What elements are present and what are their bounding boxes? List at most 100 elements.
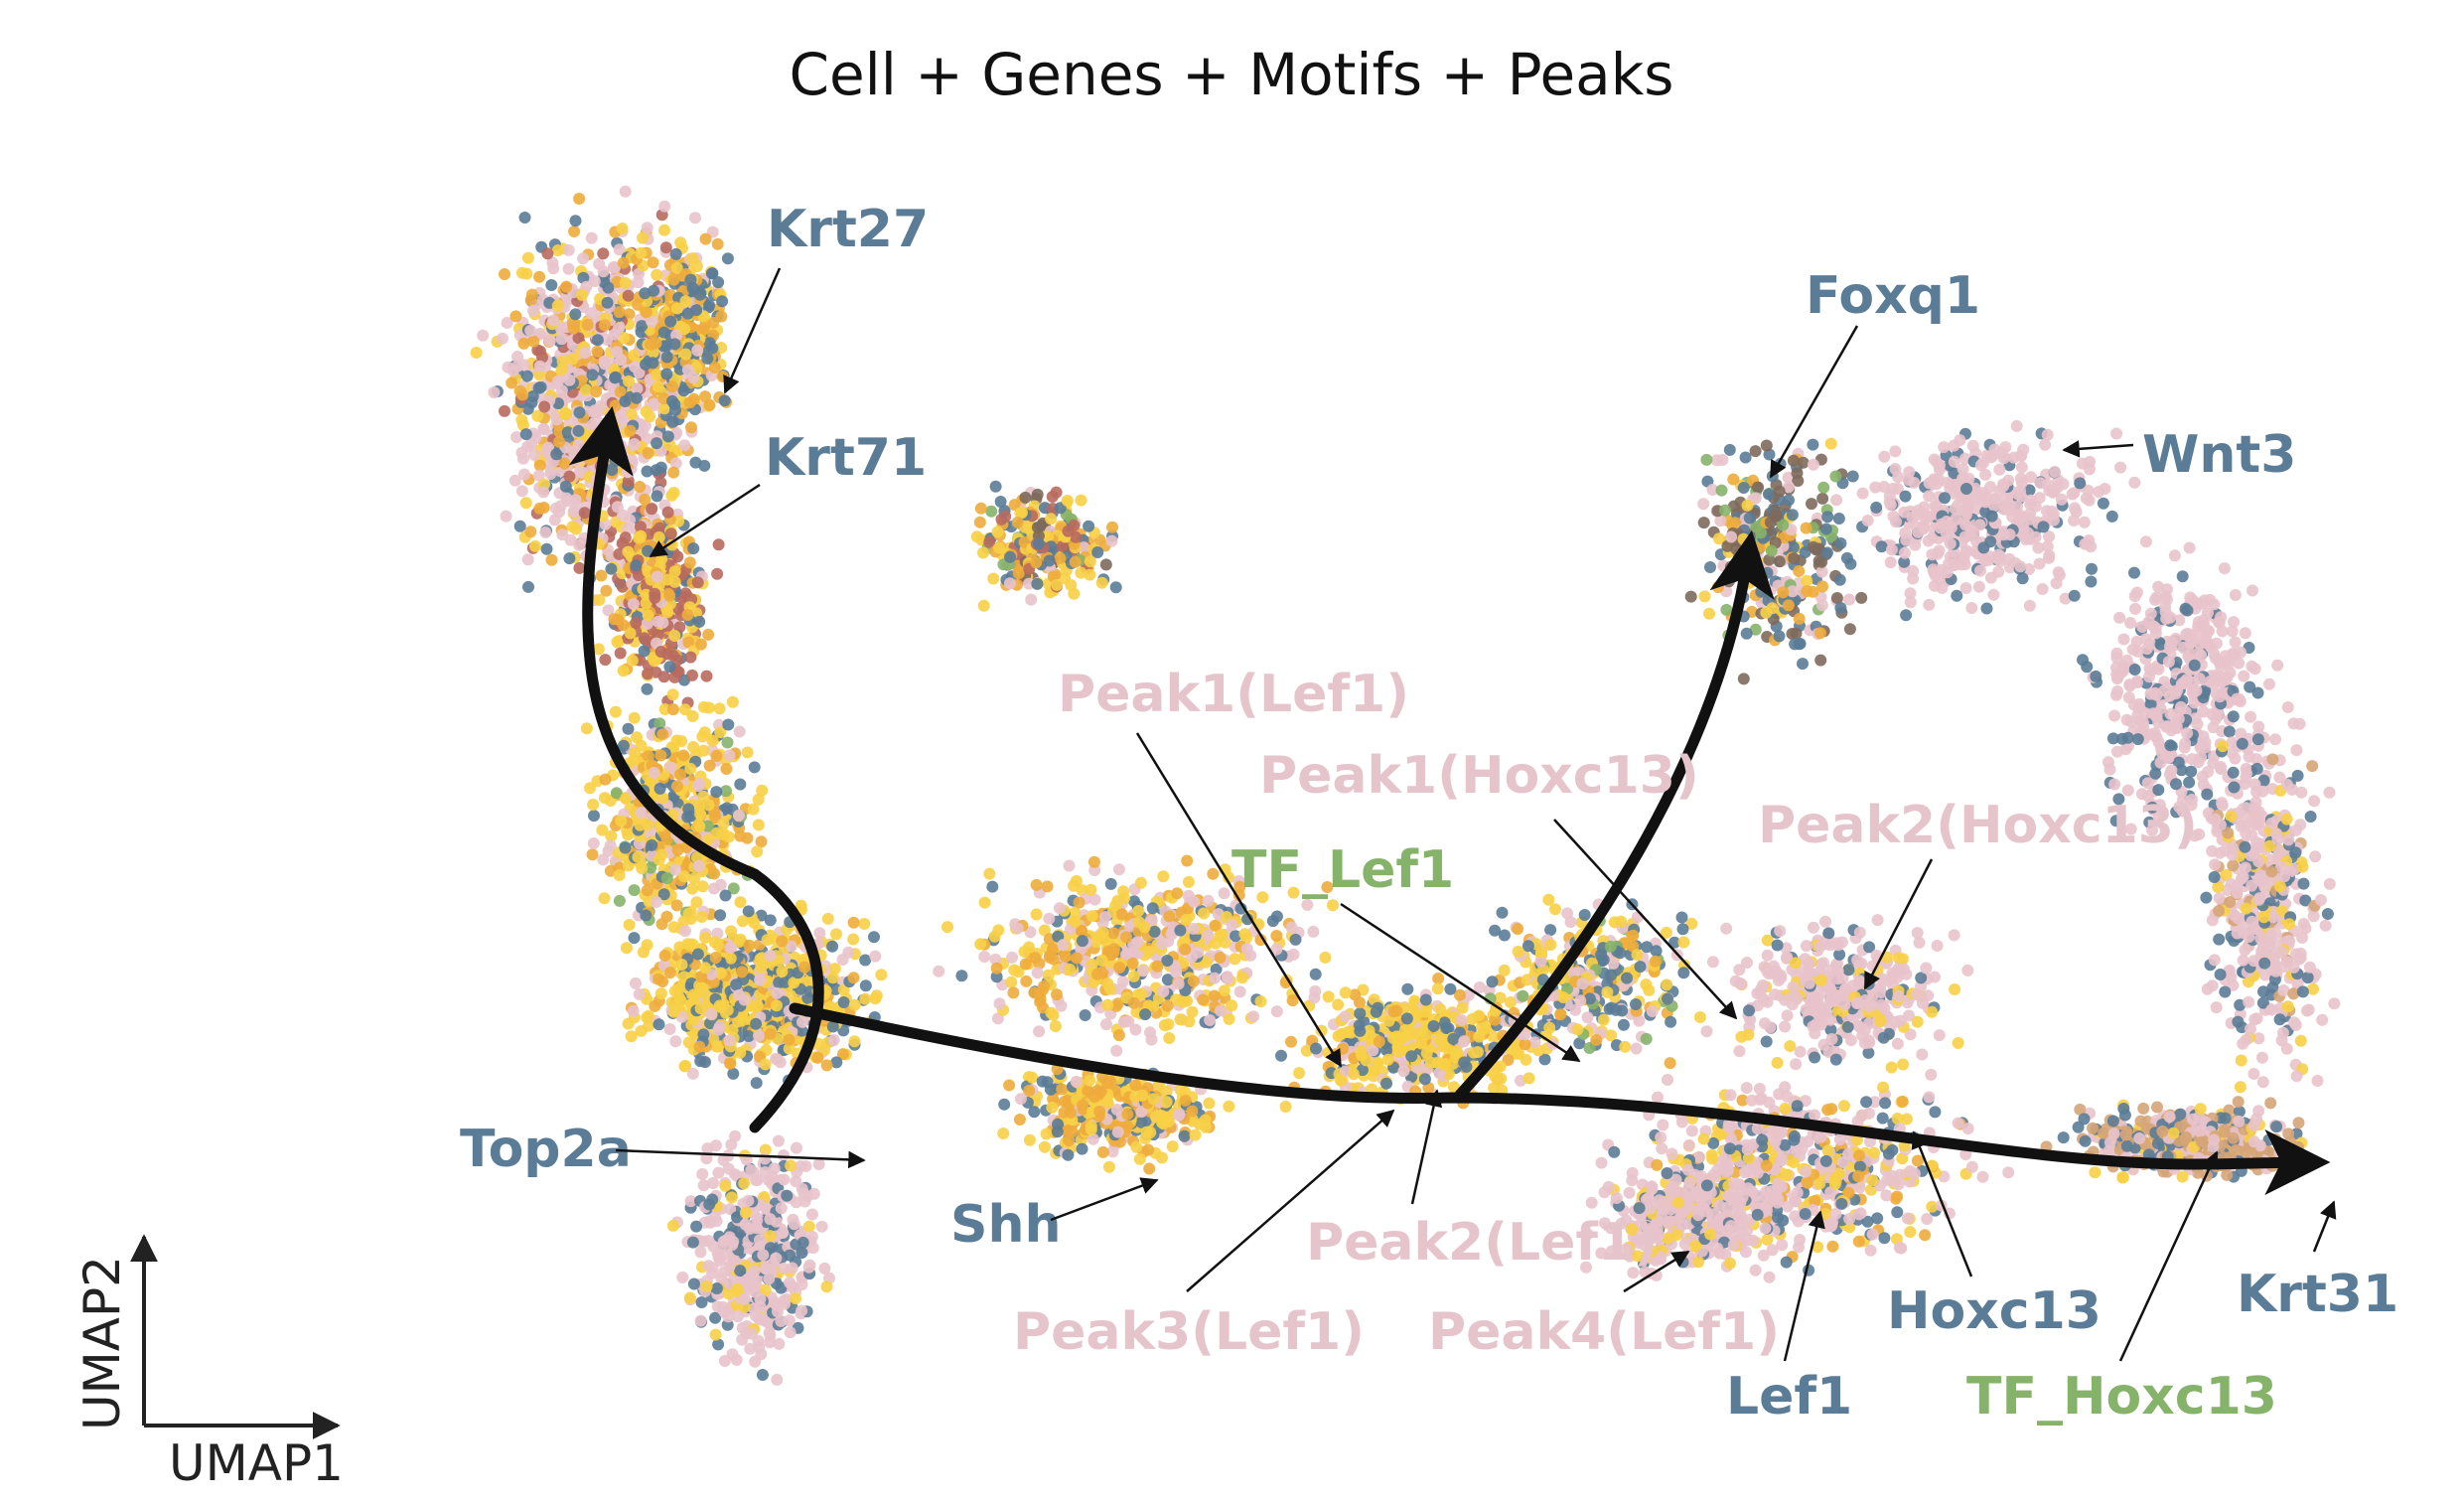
scatter-point: [622, 722, 635, 735]
scatter-point: [1066, 1126, 1079, 1138]
scatter-point: [591, 334, 604, 347]
scatter-point: [784, 1249, 797, 1262]
scatter-point: [1020, 975, 1033, 987]
scatter-point: [1014, 1093, 1027, 1106]
scatter-point: [660, 351, 673, 364]
scatter-point: [517, 359, 530, 372]
scatter-point: [1055, 999, 1068, 1012]
scatter-point: [802, 1220, 815, 1233]
scatter-point: [687, 542, 700, 555]
scatter-point: [1214, 1004, 1227, 1017]
scatter-point: [1061, 495, 1074, 507]
scatter-point: [1031, 967, 1044, 979]
scatter-point: [674, 236, 687, 249]
scatter-point: [1197, 993, 1210, 1006]
scatter-point: [1208, 989, 1221, 1002]
scatter-point: [515, 446, 528, 459]
scatter-point: [1418, 1073, 1431, 1086]
scatter-point: [580, 722, 593, 735]
scatter-point: [642, 447, 654, 460]
scatter-point: [555, 333, 568, 346]
scatter-point: [1052, 1118, 1064, 1130]
scatter-point: [559, 480, 572, 493]
scatter-point: [588, 275, 601, 287]
scatter-point: [837, 996, 850, 1008]
scatter-point: [733, 809, 745, 822]
scatter-point: [560, 280, 573, 293]
scatter-point: [1458, 1056, 1471, 1069]
scatter-point: [1012, 567, 1025, 579]
scatter-point: [770, 1252, 783, 1265]
scatter-point: [529, 539, 541, 552]
scatter-point: [600, 584, 613, 597]
scatter-point: [572, 332, 585, 345]
scatter-point: [553, 425, 566, 438]
scatter-point: [599, 792, 611, 805]
scatter-point: [785, 1159, 797, 1172]
scatter-point: [742, 1030, 755, 1042]
scatter-point: [634, 481, 647, 493]
scatter-point: [1008, 964, 1021, 976]
scatter-point: [517, 337, 530, 350]
scatter-point: [686, 710, 699, 722]
scatter-point: [1174, 924, 1187, 937]
scatter-point: [668, 630, 681, 642]
scatter-point: [802, 1261, 815, 1274]
scatter-point: [497, 332, 508, 345]
scatter-point: [562, 495, 575, 508]
scatter-point: [1157, 985, 1170, 998]
scatter-point: [515, 266, 528, 279]
scatter-point: [712, 276, 725, 289]
scatter-point: [575, 288, 588, 301]
scatter-point: [1075, 566, 1087, 579]
scatter-point: [1170, 964, 1183, 976]
scatter-point: [859, 979, 872, 992]
scatter-point: [635, 521, 647, 533]
scatter-point: [682, 907, 695, 920]
scatter-point: [1226, 999, 1238, 1012]
scatter-point: [742, 1194, 755, 1207]
scatter-point: [1270, 930, 1283, 942]
scatter-point: [608, 613, 621, 626]
scatter-point: [1309, 968, 1322, 980]
scatter-point: [689, 212, 701, 225]
scatter-point: [624, 514, 636, 526]
scatter-point: [545, 553, 558, 566]
scatter-point: [720, 763, 733, 775]
scatter-point: [1238, 928, 1251, 941]
scatter-point: [640, 358, 652, 371]
scatter-point: [651, 437, 663, 450]
scatter-point: [1400, 1012, 1413, 1025]
scatter-point: [669, 403, 681, 416]
scatter-point: [774, 1056, 787, 1069]
scatter-point: [1240, 943, 1253, 955]
scatter-point: [751, 845, 764, 858]
scatter-point: [942, 921, 953, 934]
scatter-point: [1293, 1067, 1306, 1080]
scatter-point: [720, 802, 733, 815]
scatter-point: [534, 327, 546, 340]
scatter-point: [681, 609, 694, 621]
scatter-point: [649, 587, 661, 600]
scatter-point: [1289, 933, 1302, 946]
scatter-point: [676, 1271, 689, 1283]
scatter-point: [1285, 1035, 1297, 1048]
scatter-point: [724, 1057, 737, 1070]
scatter-point: [598, 319, 611, 332]
scatter-point: [638, 645, 651, 658]
scatter-point: [652, 380, 664, 393]
scatter-point: [1301, 898, 1314, 911]
scatter-point: [710, 786, 723, 799]
scatter-point: [640, 597, 652, 610]
scatter-point: [619, 395, 632, 407]
scatter-point: [688, 872, 700, 885]
scatter-point: [613, 869, 626, 881]
scatter-point: [974, 502, 987, 515]
scatter-point: [719, 1179, 732, 1192]
scatter-point: [694, 638, 707, 651]
scatter-point: [1189, 1128, 1202, 1141]
scatter-point: [639, 493, 652, 506]
scatter-point: [1233, 985, 1246, 998]
scatter-point: [663, 967, 676, 979]
scatter-point: [1307, 925, 1320, 938]
